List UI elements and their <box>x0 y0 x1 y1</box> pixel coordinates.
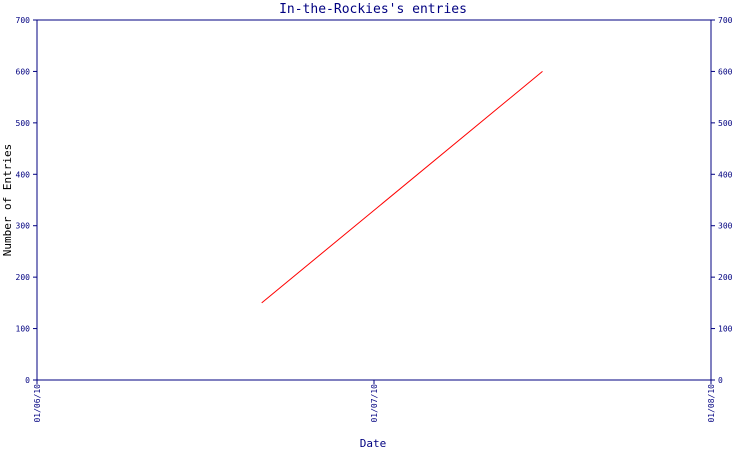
y-tick-label-left: 600 <box>16 67 31 76</box>
y-tick-label-left: 100 <box>16 325 31 334</box>
y-tick-label-left: 0 <box>25 376 30 385</box>
y-tick-label-left: 500 <box>16 119 31 128</box>
series-line <box>261 71 543 304</box>
y-tick-label-right: 200 <box>718 273 733 282</box>
y-tick-label-right: 300 <box>718 222 733 231</box>
y-tick-label-left: 400 <box>16 170 31 179</box>
y-axis-label: Number of Entries <box>1 144 14 257</box>
x-axis-label: Date <box>360 437 387 450</box>
x-axis-ticks: 01/06/10 01/07/10 01/08/10 <box>33 380 716 423</box>
y-tick-label-left: 200 <box>16 273 31 282</box>
y-tick-label-right: 500 <box>718 119 733 128</box>
series-layer <box>261 71 543 304</box>
chart-title: In-the-Rockies's entries <box>279 2 467 17</box>
y-tick-label-left: 300 <box>16 222 31 231</box>
y-tick-label-right: 600 <box>718 67 733 76</box>
y-tick-label-right: 400 <box>718 170 733 179</box>
y-tick-label-left: 700 <box>16 16 31 25</box>
y-tick-label-right: 700 <box>718 16 733 25</box>
plot-area-frame <box>36 19 712 381</box>
x-tick-label: 01/06/10 <box>33 384 42 423</box>
x-tick-label: 01/08/10 <box>707 384 716 423</box>
y-tick-label-right: 0 <box>718 376 723 385</box>
y-axis-ticks: 0 0 100 100 200 200 300 300 400 400 500 500 600 600 70… <box>16 16 733 385</box>
x-tick-label: 01/07/10 <box>370 384 379 423</box>
y-tick-label-right: 100 <box>718 325 733 334</box>
